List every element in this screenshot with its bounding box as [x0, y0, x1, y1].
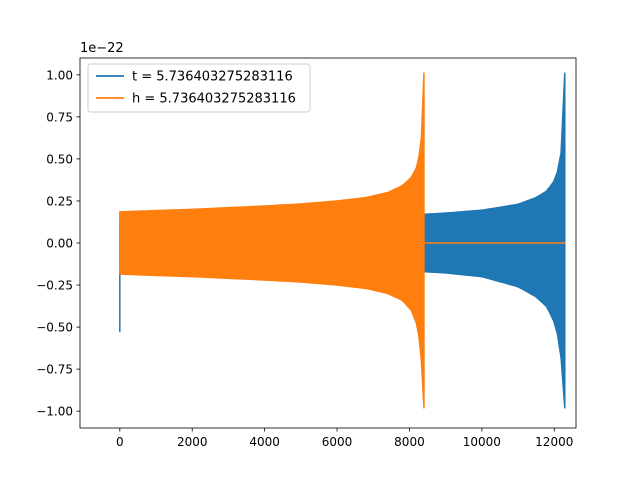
- x-axis: 0 2000 4000 6000 8000 10000 12000: [116, 428, 573, 449]
- series-1-band: [119, 72, 425, 409]
- y-tick-label: −0.75: [36, 363, 73, 377]
- legend-label: t = 5.736403275283116: [132, 70, 293, 85]
- x-tick-label: 8000: [394, 435, 425, 449]
- y-tick-label: −1.00: [36, 405, 73, 419]
- y-tick-label: 1.00: [46, 68, 73, 82]
- y-tick-label: 0.25: [46, 194, 73, 208]
- x-tick-label: 0: [116, 435, 124, 449]
- y-tick-label: 0.75: [46, 110, 73, 124]
- y-tick-label: 0.00: [46, 237, 73, 251]
- series-layer: [119, 72, 566, 409]
- legend: t = 5.736403275283116 h = 5.7364032752831…: [87, 63, 311, 113]
- legend-label: h = 5.736403275283116: [132, 92, 296, 107]
- legend-box: [87, 63, 311, 113]
- x-tick-label: 2000: [177, 435, 208, 449]
- x-tick-label: 4000: [249, 435, 280, 449]
- y-tick-label: 0.50: [46, 152, 73, 166]
- x-tick-label: 10000: [463, 435, 501, 449]
- y-tick-label: −0.50: [36, 321, 73, 335]
- y-tick-label: −0.25: [36, 279, 73, 293]
- y-axis: 1.00 0.75 0.50 0.25 0.00 −0.25 −0.50 −0.75 −1.00: [36, 68, 80, 419]
- series-1: [119, 72, 566, 409]
- x-tick-label: 6000: [322, 435, 353, 449]
- x-tick-label: 12000: [535, 435, 573, 449]
- y-offset-label: 1e−22: [80, 41, 124, 56]
